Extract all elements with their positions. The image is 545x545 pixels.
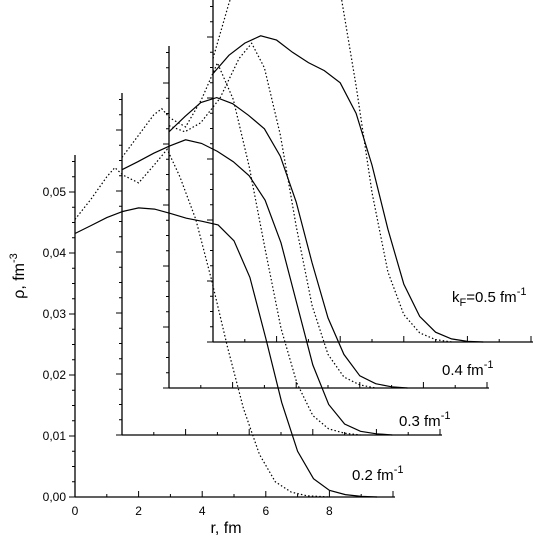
panel-label-prefix: k bbox=[452, 289, 460, 306]
panel-label-subscript: F bbox=[460, 297, 467, 309]
x-axis-title: r, fm bbox=[210, 520, 241, 537]
y-tick-label: 0,03 bbox=[43, 307, 67, 321]
panel-label: 0.3 fm-1 bbox=[399, 410, 450, 430]
panel-label-superscript: -1 bbox=[517, 286, 527, 298]
panel-label-superscript: -1 bbox=[441, 410, 451, 422]
stacked-panels: 0.2 fm-10.3 fm-10.4 fm-1kF=0.5 fm-1 bbox=[69, 0, 533, 498]
panel-label-value: 0.4 fm bbox=[442, 362, 484, 379]
x-tick-label: 6 bbox=[262, 504, 269, 518]
x-tick-label: 2 bbox=[135, 504, 142, 518]
y-tick-label: 0,04 bbox=[43, 246, 67, 260]
series-solid-line bbox=[212, 35, 484, 343]
series-solid-line bbox=[168, 96, 408, 389]
y-tick-label: 0,05 bbox=[43, 185, 67, 199]
series-dotted-line bbox=[121, 61, 361, 436]
panel-label-superscript: -1 bbox=[394, 464, 404, 476]
y-tick-label: 0,02 bbox=[43, 368, 67, 382]
series-dotted-line bbox=[168, 42, 376, 389]
panel-label-superscript: -1 bbox=[484, 359, 494, 371]
x-tick-label: 4 bbox=[199, 504, 206, 518]
y-tick-label: 0,01 bbox=[43, 429, 67, 443]
panel-label: 0.2 fm-1 bbox=[352, 464, 403, 484]
panel-label: kF=0.5 fm-1 bbox=[452, 286, 526, 309]
tick-labels: 0,00 0,01 0,02 0,03 0,04 0,05 0 2 4 6 8 bbox=[43, 185, 333, 518]
panel-label-value: 0.3 fm bbox=[399, 413, 441, 430]
panel-label: 0.4 fm-1 bbox=[442, 359, 493, 379]
panel-4: kF=0.5 fm-1 bbox=[207, 0, 533, 343]
y-axis-title: ρ, fm-3 bbox=[8, 253, 28, 299]
panel-2: 0.3 fm-1 bbox=[116, 61, 450, 436]
panel-1: 0.2 fm-1 bbox=[69, 148, 403, 498]
y-tick-label: 0,00 bbox=[43, 490, 67, 504]
y-axis-title-text: ρ, fm bbox=[11, 263, 28, 299]
series-solid-line bbox=[74, 207, 378, 498]
series-solid-line bbox=[121, 139, 393, 436]
panel-label-value: 0.2 fm bbox=[352, 467, 394, 484]
panel-label-value: =0.5 fm bbox=[466, 289, 516, 306]
x-tick-label: 8 bbox=[326, 504, 333, 518]
x-tick-label: 0 bbox=[72, 504, 79, 518]
panel-3: 0.4 fm-1 bbox=[163, 42, 493, 389]
series-dotted-line bbox=[74, 148, 330, 498]
y-axis-title-superscript: -3 bbox=[8, 253, 20, 263]
series-dotted-line bbox=[212, 0, 452, 343]
